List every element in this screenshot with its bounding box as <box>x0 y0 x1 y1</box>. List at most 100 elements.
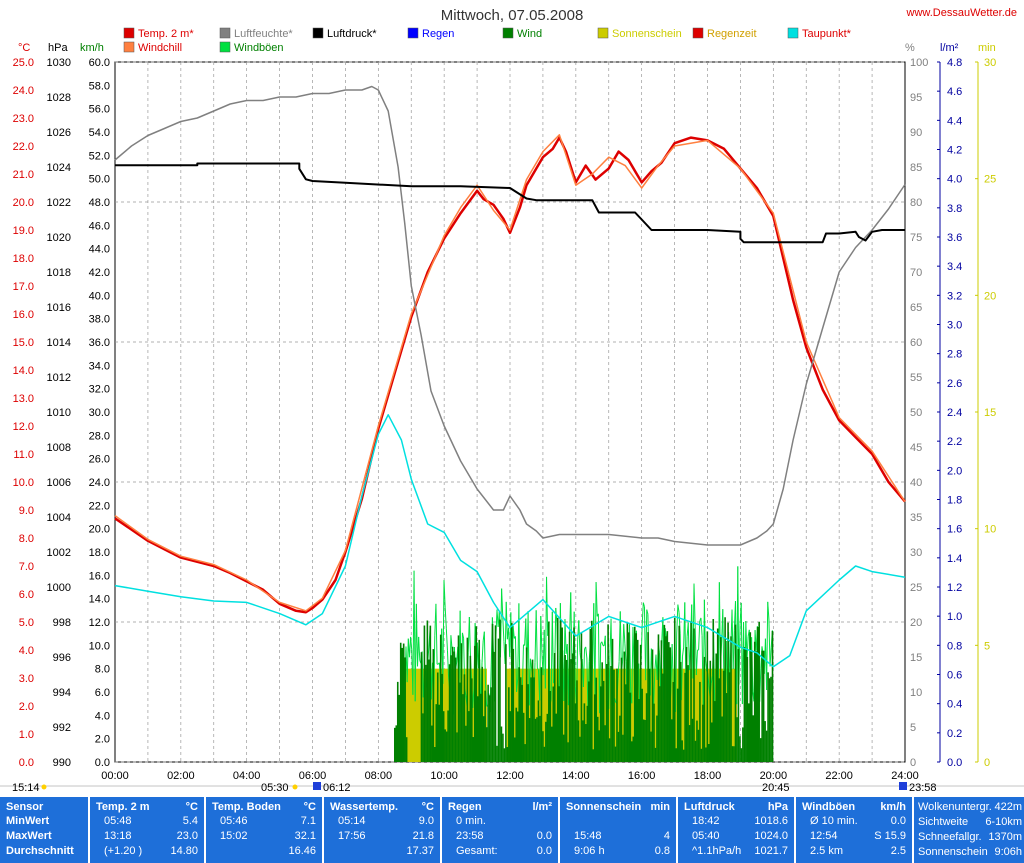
sunrise2-label: 06:12 <box>323 782 351 794</box>
humidity-tick-label: 70 <box>910 267 922 279</box>
legend-label: Regen <box>422 28 454 40</box>
rain-tick-label: 0.4 <box>947 699 962 711</box>
humidity-tick-label: 15 <box>910 652 922 664</box>
pressure-tick-label: 994 <box>53 687 71 699</box>
rain-tick-label: 2.2 <box>947 436 962 448</box>
gust-trace <box>671 644 674 686</box>
legend-label: Windchill <box>138 42 182 54</box>
gust-trace <box>544 576 548 689</box>
pressure-tick-label: 1028 <box>47 92 71 104</box>
rain-tick-label: 1.0 <box>947 611 962 623</box>
gust-trace <box>442 580 445 684</box>
moonrise-label: 15:14 <box>12 782 40 794</box>
stats-tempboden: Temp. Boden °C 05:46 7.1 15:02 32.1 16.46 <box>206 797 322 863</box>
temp2m-value: 14.80 <box>170 845 198 857</box>
rain-tick-label: 3.8 <box>947 203 962 215</box>
legend-swatch <box>123 27 135 39</box>
rain-tick-label: 3.4 <box>947 261 962 273</box>
humidity-tick-label: 80 <box>910 197 922 209</box>
gust-trace <box>540 616 543 653</box>
wind-tick-label: 14.0 <box>89 594 110 606</box>
minutes-tick-label: 10 <box>984 524 996 536</box>
legend-swatch <box>502 27 514 39</box>
gust-trace <box>746 636 749 661</box>
windboen-time: Ø 10 min. <box>810 815 858 827</box>
pressure-tick-label: 996 <box>53 652 71 664</box>
wasser-row: 17.37 <box>324 845 440 859</box>
gust-trace <box>570 592 573 663</box>
extra-value: 422m <box>994 801 1022 813</box>
regen-row: Gesamt: 0.0 <box>442 845 558 859</box>
rain-tick-label: 0.0 <box>947 757 962 769</box>
legend-swatch <box>407 27 419 39</box>
rain-tick-label: 3.0 <box>947 320 962 332</box>
luftdruck-time: ^1.1hPa/h <box>692 845 742 857</box>
luftdruck-unit: hPa <box>767 801 788 813</box>
temp-tick-label: 21.0 <box>13 169 34 181</box>
wind-tick-label: 2.0 <box>95 734 110 746</box>
sonne-row: 9:06 h 0.8 <box>560 845 676 859</box>
wind-tick-label: 58.0 <box>89 80 110 92</box>
sonne-value: 0.8 <box>654 845 670 857</box>
pressure-tick-label: 1006 <box>47 477 71 489</box>
wind-tick-label: 28.0 <box>89 430 110 442</box>
stats-windboen: Windböen km/h Ø 10 min. 0.0 12:54 S 15.9 2.5 k… <box>796 797 912 863</box>
grid <box>114 61 906 763</box>
wind-tick-label: 18.0 <box>89 547 110 559</box>
gust-trace <box>514 636 518 692</box>
wind-tick-label: 26.0 <box>89 454 110 466</box>
gust-trace <box>421 651 424 698</box>
rain-tick-label: 3.2 <box>947 290 962 302</box>
moonset-flag-icon <box>899 782 907 790</box>
x-tick-label: 16:00 <box>628 770 656 782</box>
stats-extra: Wolkenuntergr. 422m Sichtweite 6-10km Schnee… <box>914 797 1024 863</box>
stats-panel: Sensor MinWert MaxWert Durchschnitt Temp… <box>0 797 1024 863</box>
rain-tick-label: 4.4 <box>947 115 962 127</box>
gust-trace <box>406 638 409 683</box>
luftdruck-row: 18:42 1018.6 <box>678 815 794 829</box>
wasser-time: 17:56 <box>338 830 366 842</box>
sonne-value: 4 <box>663 830 670 842</box>
pressure-unit-label: hPa <box>48 42 68 54</box>
wind-tick-label: 50.0 <box>89 174 110 186</box>
tempboden-row: 05:46 7.1 <box>206 815 322 829</box>
temp-tick-label: 17.0 <box>13 281 34 293</box>
humidity-tick-label: 75 <box>910 232 922 244</box>
temp2m-row: 05:48 5.4 <box>90 815 204 829</box>
gust-trace <box>535 610 538 669</box>
rain-tick-label: 3.6 <box>947 232 962 244</box>
gust-trace <box>677 604 680 613</box>
x-tick-label: 04:00 <box>233 770 261 782</box>
legend-swatch <box>219 27 231 39</box>
pressure-tick-label: 1014 <box>47 337 71 349</box>
stats-wasser: Wassertemp. °C 05:14 9.0 17:56 21.8 17.37 <box>324 797 440 863</box>
legend: Temp. 2 m* Windchill Luftfeuchte* Windböen L… <box>123 27 852 54</box>
site-link[interactable]: www.DessauWetter.de <box>906 7 1017 19</box>
extra-row: Sichtweite 6-10km <box>914 816 1024 830</box>
legend-label: Regenzeit <box>707 28 757 40</box>
tempboden-row: 15:02 32.1 <box>206 830 322 844</box>
temp-tick-label: 25.0 <box>13 57 34 69</box>
wasser-time: 05:14 <box>338 815 366 827</box>
gust-trace <box>646 609 649 615</box>
regen-header: Regen <box>448 801 482 813</box>
regen-time: 23:58 <box>456 830 484 842</box>
stats-sensor-header: Sensor <box>6 801 44 813</box>
regen-row: 0 min. <box>442 815 558 829</box>
chart-title: Mittwoch, 07.05.2008 <box>441 7 584 24</box>
extra-row: Sonnenschein 9:06h <box>914 846 1024 860</box>
wasser-value: 9.0 <box>418 815 434 827</box>
wind-tick-label: 20.0 <box>89 524 110 536</box>
sonne-row <box>560 815 676 829</box>
gust-trace <box>468 616 471 658</box>
rain-tick-label: 1.8 <box>947 495 962 507</box>
weather-chart: Mittwoch, 07.05.2008 www.DessauWetter.de… <box>0 7 1024 794</box>
rain-unit-label: l/m² <box>940 42 959 54</box>
pressure-tick-label: 1010 <box>47 407 71 419</box>
humidity-tick-label: 95 <box>910 92 922 104</box>
temp-tick-label: 2.0 <box>19 701 34 713</box>
regen-row: 23:58 0.0 <box>442 830 558 844</box>
gust-trace <box>653 670 656 705</box>
gust-trace <box>435 603 438 665</box>
tempboden-time: 15:02 <box>220 830 248 842</box>
